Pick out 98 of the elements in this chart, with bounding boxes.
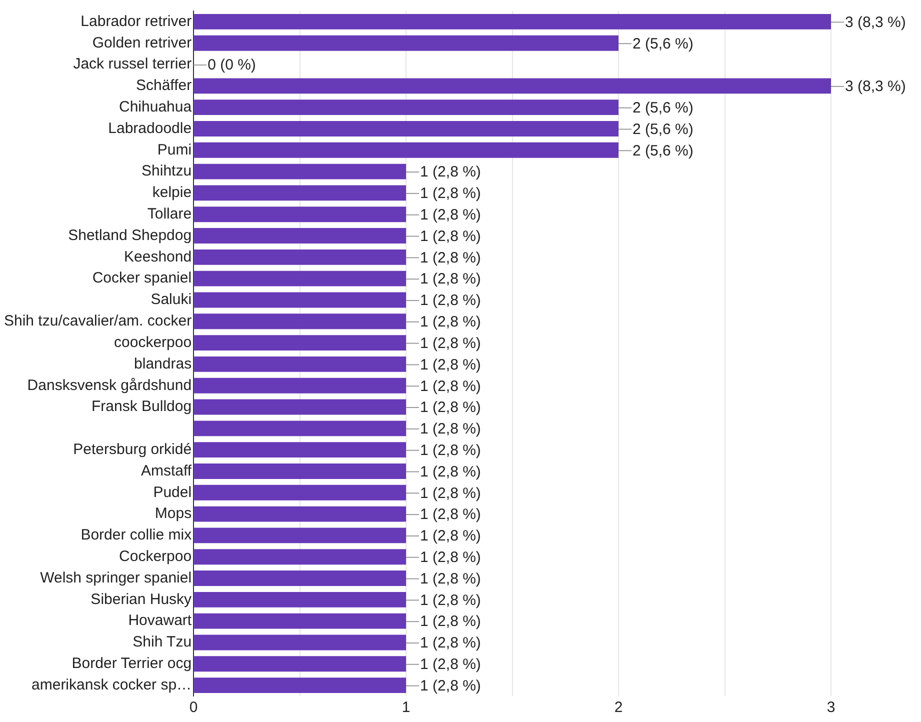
- bar: [194, 549, 406, 565]
- data-label: 3 (8,3 %): [845, 14, 906, 31]
- bar: [194, 206, 406, 222]
- bar: [194, 185, 406, 201]
- bar: [194, 656, 406, 672]
- data-label: 1 (2,8 %): [420, 314, 481, 331]
- y-tick-label: Golden retriver: [92, 34, 192, 52]
- y-tick-label: Hovawart: [128, 612, 192, 630]
- bar: [194, 528, 406, 544]
- bar: [194, 484, 406, 500]
- y-tick-label: Labrador retriver: [80, 12, 192, 30]
- bar: [194, 121, 619, 136]
- y-tick-label: amerikansk cocker sp…: [32, 676, 192, 694]
- data-label: 1 (2,8 %): [420, 185, 481, 202]
- data-label: 0 (0 %): [208, 56, 256, 74]
- bar: [194, 592, 406, 608]
- y-tick-label: kelpie: [152, 184, 192, 202]
- bar: [194, 678, 406, 694]
- bar: [194, 506, 406, 522]
- y-tick-label: Shetland Shepdog: [68, 226, 192, 244]
- y-tick-label: Keeshond: [124, 248, 192, 266]
- x-tick-label: 1: [402, 699, 410, 716]
- y-tick-label: Shih Tzu: [132, 634, 192, 651]
- data-label: 1 (2,8 %): [420, 378, 481, 395]
- data-label: 1 (2,8 %): [420, 484, 481, 502]
- bar: [194, 335, 406, 351]
- bar: [194, 35, 619, 51]
- bar: [194, 164, 406, 180]
- y-tick-label: Chihuahua: [119, 98, 192, 116]
- bar: [194, 142, 619, 158]
- data-label: 1 (2,8 %): [420, 270, 481, 288]
- data-label: 1 (2,8 %): [420, 613, 481, 630]
- data-label: 1 (2,8 %): [420, 463, 481, 480]
- data-label: 1 (2,8 %): [420, 634, 481, 652]
- y-tick-label: Labradoodle: [108, 120, 192, 137]
- data-label: 1 (2,8 %): [420, 592, 481, 609]
- data-label: 1 (2,8 %): [420, 228, 481, 245]
- data-label: 1 (2,8 %): [420, 206, 481, 224]
- bar: [194, 228, 406, 244]
- y-tick-label: Siberian Husky: [90, 590, 192, 608]
- data-label: 1 (2,8 %): [420, 442, 481, 459]
- data-label: 1 (2,8 %): [420, 292, 481, 310]
- data-label: 1 (2,8 %): [420, 570, 481, 588]
- data-label: 2 (5,6 %): [632, 35, 694, 52]
- data-label: 1 (2,8 %): [420, 677, 481, 694]
- bar: [194, 464, 406, 479]
- y-tick-label: Schäffer: [136, 77, 192, 94]
- x-tick-label: 3: [826, 699, 836, 716]
- data-label: 1 (2,8 %): [420, 656, 481, 674]
- data-label: 1 (2,8 %): [420, 249, 481, 266]
- bar: [194, 249, 406, 265]
- bar: [194, 100, 619, 116]
- bar: [194, 613, 406, 629]
- y-tick-label: Jack russel terrier: [73, 56, 192, 73]
- y-tick-label: Cockerpoo: [119, 548, 192, 565]
- data-label: 1 (2,8 %): [420, 399, 481, 416]
- data-label: 1 (2,8 %): [420, 334, 481, 352]
- y-tick-label: Amstaff: [140, 462, 192, 480]
- data-label: 1 (2,8 %): [420, 356, 481, 374]
- data-label: 1 (2,8 %): [420, 528, 481, 545]
- bar: [194, 314, 406, 330]
- data-label: 1 (2,8 %): [420, 420, 481, 438]
- y-tick-label: Dansksvensk gårdshund: [27, 376, 192, 394]
- y-tick-label: Border Terrier ocg: [72, 655, 192, 672]
- data-label: 2 (5,6 %): [632, 120, 694, 138]
- bar: [194, 378, 406, 394]
- y-tick-label: Petersburg orkidé: [73, 440, 192, 458]
- y-tick-label: Mops: [154, 505, 192, 522]
- bar: [194, 356, 406, 372]
- data-label: 3 (8,3 %): [845, 78, 906, 96]
- bar: [194, 270, 406, 286]
- y-tick-label: Shih tzu/cavalier/am. cocker: [4, 312, 192, 330]
- data-label: 1 (2,8 %): [420, 506, 481, 524]
- bar: [194, 292, 406, 308]
- y-tick-label: Pumi: [157, 141, 192, 158]
- y-tick-label: Saluki: [150, 291, 192, 308]
- data-label: 1 (2,8 %): [420, 549, 481, 566]
- x-tick-label: 2: [614, 699, 623, 716]
- bar: [194, 442, 406, 458]
- y-tick-label: Cocker spaniel: [92, 270, 192, 287]
- y-tick-label: coockerpoo: [114, 334, 192, 351]
- y-tick-label: Welsh springer spaniel: [40, 569, 192, 586]
- y-tick-label: Shihtzu: [142, 162, 192, 180]
- bar: [194, 78, 831, 94]
- y-tick-label: Tollare: [147, 206, 192, 222]
- x-tick-label: 0: [189, 699, 198, 716]
- bar: [194, 420, 406, 436]
- y-tick-label: Border collie mix: [80, 526, 192, 544]
- y-tick-label: blandras: [134, 355, 192, 372]
- data-label: 2 (5,6 %): [632, 99, 694, 116]
- y-tick-label: Fransk Bulldog: [92, 398, 192, 416]
- bar: [194, 634, 406, 650]
- bar: [194, 570, 406, 586]
- data-label: 1 (2,8 %): [420, 164, 481, 181]
- data-label: 2 (5,6 %): [632, 142, 694, 160]
- bar: [194, 399, 406, 415]
- bar: [194, 14, 831, 30]
- y-tick-label: Pudel: [153, 484, 192, 501]
